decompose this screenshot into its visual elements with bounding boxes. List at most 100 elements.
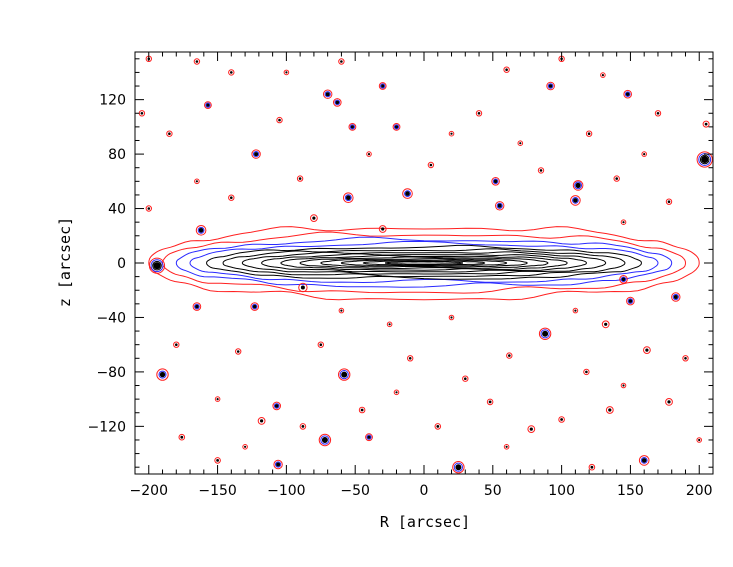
- source-contour: [600, 72, 606, 78]
- source-contour: [427, 161, 435, 169]
- source-contour: [273, 403, 280, 409]
- source-marker: [358, 406, 366, 414]
- source-contour: [348, 123, 357, 131]
- source-marker: [585, 130, 593, 137]
- source-core: [621, 277, 626, 282]
- source-marker: [503, 444, 510, 450]
- disk-contour: [175, 236, 673, 288]
- source-marker: [257, 417, 266, 425]
- source-contour: [486, 398, 494, 406]
- source-contour: [339, 370, 349, 380]
- source-core: [656, 112, 660, 115]
- source-core: [608, 408, 612, 412]
- source-contour: [540, 329, 550, 339]
- source-core: [244, 445, 247, 448]
- source-marker: [620, 382, 627, 389]
- source-marker: [192, 302, 202, 311]
- source-contour: [166, 130, 173, 137]
- disk-contour: [362, 260, 486, 266]
- source-marker: [166, 130, 173, 137]
- source-marker: [310, 214, 318, 223]
- source-core: [278, 118, 281, 122]
- source-contour: [318, 433, 332, 447]
- source-contour: [334, 99, 341, 106]
- source-contour: [156, 368, 169, 381]
- source-contour: [672, 293, 679, 301]
- source-marker: [343, 192, 354, 203]
- source-contour: [194, 178, 200, 185]
- source-core: [704, 122, 708, 126]
- source-core: [195, 180, 198, 183]
- source-marker: [276, 116, 283, 124]
- source-marker: [338, 58, 345, 65]
- source-core: [645, 348, 649, 352]
- source-contour: [393, 389, 400, 396]
- source-marker: [251, 149, 261, 159]
- source-marker: [503, 66, 510, 73]
- source-contour: [253, 151, 260, 158]
- source-contour: [623, 89, 633, 99]
- source-contour: [448, 314, 455, 321]
- source-core: [301, 425, 305, 428]
- source-core: [405, 191, 410, 196]
- source-contour: [242, 444, 248, 450]
- source-core: [548, 84, 553, 88]
- y-tick-label: 0: [117, 256, 126, 272]
- source-contour: [448, 130, 455, 137]
- source-core: [601, 74, 605, 77]
- source-contour: [393, 124, 400, 130]
- source-core: [381, 84, 385, 88]
- source-marker: [228, 69, 235, 76]
- source-core: [493, 179, 498, 184]
- source-marker: [638, 455, 650, 466]
- x-tick-label: 50: [484, 483, 502, 499]
- source-marker: [583, 368, 590, 376]
- source-marker: [214, 457, 221, 464]
- source-core: [319, 343, 323, 347]
- source-core: [529, 427, 533, 431]
- source-core: [285, 71, 288, 74]
- source-core: [276, 462, 281, 467]
- source-marker: [173, 341, 180, 348]
- source-contour: [572, 197, 579, 204]
- source-marker: [570, 195, 581, 206]
- source-contour: [620, 219, 627, 225]
- source-contour: [192, 302, 202, 311]
- source-contour: [503, 66, 510, 73]
- source-marker: [317, 341, 324, 348]
- source-contour: [310, 214, 318, 223]
- source-contour: [296, 175, 304, 182]
- source-marker: [296, 175, 304, 182]
- source-contour: [338, 58, 345, 65]
- source-contour: [538, 327, 552, 340]
- source-marker: [620, 219, 627, 225]
- source-contour: [702, 120, 710, 128]
- source-marker: [298, 282, 308, 293]
- source-contour: [197, 226, 205, 234]
- source-marker: [623, 89, 633, 99]
- source-contour: [558, 416, 565, 423]
- source-contour: [682, 355, 689, 362]
- source-contour: [378, 225, 387, 233]
- source-core: [340, 60, 343, 63]
- source-core: [230, 196, 233, 199]
- source-core: [168, 132, 171, 135]
- source-marker: [178, 433, 186, 441]
- source-marker: [283, 69, 290, 76]
- source-core: [360, 408, 364, 412]
- source-core: [436, 425, 440, 428]
- source-contour: [638, 455, 650, 466]
- source-contour: [404, 190, 411, 198]
- source-core: [450, 132, 453, 135]
- source-marker: [491, 177, 500, 186]
- source-marker: [537, 167, 545, 174]
- source-core: [252, 304, 257, 309]
- source-contour: [235, 348, 242, 355]
- source-marker: [228, 194, 235, 201]
- source-core: [312, 216, 316, 220]
- x-axis-label: R [arcsec]: [380, 513, 470, 531]
- source-contour: [641, 151, 648, 157]
- x-tick-label: 200: [686, 483, 713, 499]
- source-marker: [235, 348, 242, 355]
